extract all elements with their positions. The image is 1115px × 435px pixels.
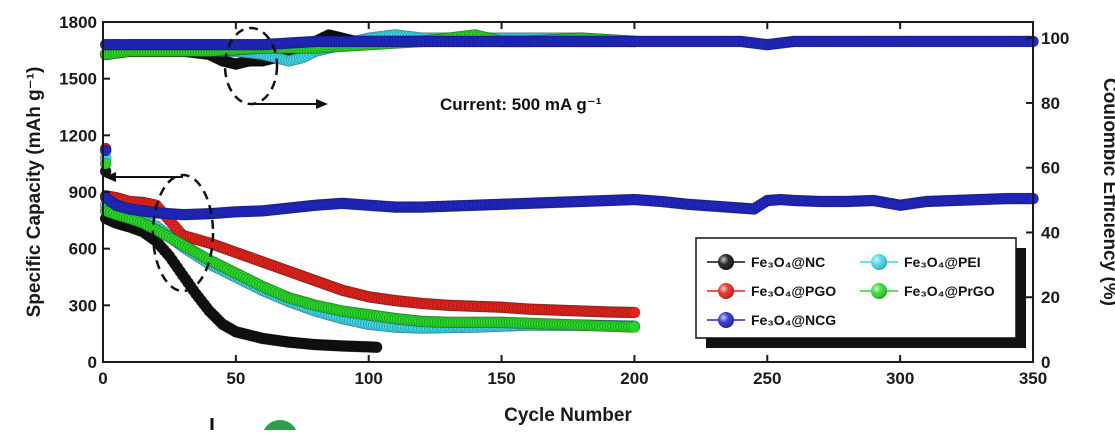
partial-green-badge-icon: [262, 420, 298, 435]
capacity-point: [628, 306, 641, 319]
y-left-tick-label: 1500: [59, 70, 97, 89]
legend-label: Fe₃O₄@PEI: [904, 254, 981, 270]
legend: Fe₃O₄@NC Fe₃O₄@PEI Fe₃O₄@PGO Fe₃O₄@PrGO Fe₃O…: [695, 237, 1026, 348]
x-tick-label: 100: [355, 369, 383, 388]
legend-item-fe-o-pgo: Fe₃O₄@PGO: [707, 283, 836, 299]
series-layer: [99, 29, 1039, 354]
legend-item-fe-o-prgo: Fe₃O₄@PrGO: [860, 283, 995, 299]
y-right-tick-label: 100: [1041, 29, 1069, 48]
legend-item-fe-o-ncg: Fe₃O₄@NCG: [707, 312, 836, 328]
y-right-tick-label: 80: [1041, 94, 1060, 113]
x-tick-label: 150: [487, 369, 515, 388]
series-fe-o-pei: [99, 29, 641, 334]
capacity-point: [370, 341, 383, 354]
y-left-tick-label: 1800: [59, 13, 97, 32]
y-right-tick-label: 60: [1041, 159, 1060, 178]
legend-items: Fe₃O₄@NC Fe₃O₄@PEI Fe₃O₄@PGO Fe₃O₄@PrGO Fe₃O…: [707, 254, 995, 328]
current-annotation: Current: 500 mA g⁻¹: [440, 95, 602, 114]
legend-item-fe-o-pei: Fe₃O₄@PEI: [860, 254, 981, 270]
y-right-tick-label: 0: [1041, 353, 1050, 372]
capacity-highlight-ellipse: [151, 173, 215, 293]
x-axis-title: Cycle Number: [504, 405, 632, 426]
y-left-tick-label: 600: [69, 240, 97, 259]
legend-marker-shine: [871, 254, 887, 270]
x-tick-label: 0: [98, 369, 107, 388]
y-left-tick-label: 0: [88, 353, 97, 372]
legend-label: Fe₃O₄@PGO: [751, 283, 836, 299]
capacity-point: [99, 144, 112, 157]
y-right-tick-label: 20: [1041, 288, 1060, 307]
left-axis-arrow-head: [104, 172, 116, 182]
capacity-point: [628, 321, 641, 333]
legend-marker-shine: [718, 283, 734, 299]
legend-label: Fe₃O₄@PrGO: [904, 283, 995, 299]
legend-box: [695, 237, 1017, 339]
x-tick-label: 350: [1019, 369, 1047, 388]
y-axis-right-title: Coulombic Efficiency (%): [1099, 78, 1115, 306]
y-left-tick-label: 300: [69, 296, 97, 315]
series-fe-o-prgo: [99, 29, 641, 333]
x-tick-label: 300: [886, 369, 914, 388]
y-axis-left-title: Specific Capacity (mAh g⁻¹): [24, 67, 45, 318]
x-tick-label: 50: [226, 369, 245, 388]
y-right-tick-label: 40: [1041, 223, 1060, 242]
y-left-tick-label: 900: [69, 183, 97, 202]
series-fe-o-ncg: [99, 35, 1039, 221]
x-tick-label: 200: [620, 369, 648, 388]
y-left-tick-label: 1200: [59, 126, 97, 145]
x-tick-label: 250: [753, 369, 781, 388]
legend-item-fe-o-nc: Fe₃O₄@NC: [707, 254, 825, 270]
legend-label: Fe₃O₄@NC: [751, 254, 825, 270]
bottom-partial-decoration: [210, 418, 298, 435]
right-axis-arrow-head: [316, 99, 328, 109]
legend-label: Fe₃O₄@NCG: [751, 312, 836, 328]
legend-marker-shine: [718, 312, 734, 328]
series-fe-o-nc: [99, 29, 383, 354]
legend-marker-shine: [871, 283, 887, 299]
legend-marker-shine: [718, 254, 734, 270]
capacity-point: [99, 157, 112, 170]
tick-layer: 0 50 100 150 200 250 300 3500300600900120015001…: [59, 13, 1069, 388]
